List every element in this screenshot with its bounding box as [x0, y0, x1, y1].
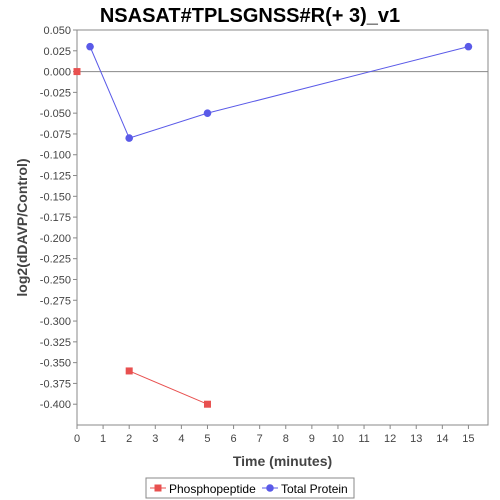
legend: Phosphopeptide Total Protein [145, 477, 355, 499]
x-tick-label: 14 [436, 433, 448, 445]
x-tick-label: 13 [410, 433, 422, 445]
y-tick-label: -0.150 [40, 191, 71, 203]
phosphopeptide-point [203, 400, 211, 408]
plot-area [76, 29, 489, 426]
x-tick-label: 6 [231, 433, 237, 445]
total-protein-series [86, 42, 473, 142]
x-tick-label: 4 [178, 433, 184, 445]
x-tick-label: 7 [257, 433, 263, 445]
phosphopeptide-point [73, 68, 81, 76]
x-tick-label: 10 [332, 433, 344, 445]
y-tick-label: -0.275 [40, 295, 71, 307]
y-tick-label: -0.300 [40, 316, 71, 328]
legend-total-protein-label: Total Protein [281, 482, 348, 496]
legend-phosphopeptide-label: Phosphopeptide [169, 482, 256, 496]
y-tick-label: -0.375 [40, 378, 71, 390]
y-tick-label: -0.325 [40, 337, 71, 349]
total-protein-point [86, 42, 94, 51]
total-protein-point [125, 134, 133, 142]
x-tick-label: 11 [358, 433, 369, 445]
y-tick-label: 0.025 [43, 46, 71, 58]
legend-box [145, 477, 355, 499]
y-tick-label: -0.075 [40, 129, 71, 141]
phosphopeptide-line [128, 370, 208, 405]
series-layer [73, 42, 473, 408]
total-protein-line [89, 46, 469, 139]
x-axis: 0 1 2 3 4 5 6 7 8 9 10 11 12 13 14 15 [74, 425, 475, 445]
x-tick-label: 5 [204, 433, 210, 445]
y-tick-label: -0.100 [40, 150, 71, 162]
legend-total-protein-marker [266, 484, 274, 492]
y-tick-label: 0.050 [43, 25, 71, 37]
x-axis-label: Time (minutes) [233, 453, 332, 469]
y-tick-label: -0.200 [40, 233, 71, 245]
x-tick-label: 8 [283, 433, 289, 445]
y-axis-label: log2(dDAVP/Control) [14, 158, 30, 296]
y-tick-label: -0.125 [40, 171, 71, 183]
y-tick-label: 0.000 [43, 67, 71, 79]
phosphopeptide-series [73, 68, 211, 408]
y-tick-label: -0.050 [40, 108, 71, 120]
y-tick-label: -0.250 [40, 274, 71, 286]
x-tick-label: 15 [462, 433, 474, 445]
chart-title: NSASAT#TPLSGNSS#R(+ 3)_v1 [100, 5, 400, 27]
total-protein-point [203, 109, 212, 117]
x-tick-label: 3 [152, 433, 158, 445]
x-tick-label: 12 [384, 433, 396, 445]
y-tick-label: -0.400 [40, 399, 71, 411]
x-tick-label: 0 [74, 433, 80, 445]
x-tick-label: 2 [126, 433, 132, 445]
y-tick-label: -0.350 [40, 358, 71, 370]
x-tick-label: 9 [309, 433, 315, 445]
y-tick-label: -0.225 [40, 254, 71, 266]
y-axis: 0.050 0.025 0.000 -0.025 -0.050 -0.075 -0.100 -… [40, 25, 77, 411]
y-tick-label: -0.175 [40, 212, 71, 224]
total-protein-point [464, 42, 473, 51]
y-tick-label: -0.025 [40, 87, 71, 99]
x-tick-label: 1 [100, 433, 106, 445]
phosphopeptide-point [125, 367, 133, 375]
legend-phosphopeptide-marker [154, 484, 162, 492]
